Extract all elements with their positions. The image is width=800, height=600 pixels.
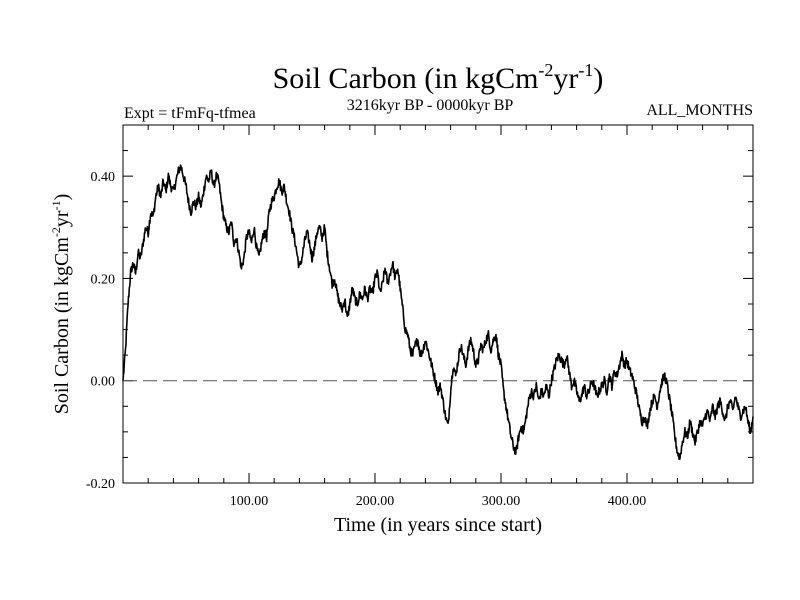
y-tick-label: -0.20	[86, 477, 115, 492]
minor-ticks	[123, 124, 753, 483]
y-axis-label-sup1: -2	[49, 227, 63, 237]
x-tick-label: 100.00	[230, 494, 269, 509]
x-tick-label: 200.00	[356, 494, 395, 509]
subtitle-experiment: Expt = tFmFq-tfmea	[124, 105, 256, 122]
x-tick-label: 400.00	[608, 494, 647, 509]
y-axis-label-main: Soil Carbon (in kgCm	[51, 237, 73, 415]
y-axis-label-mid: yr	[51, 210, 73, 227]
tick-labels: 100.00 200.00 300.00 400.00 -0.20 0.00 0.20 0.4…	[86, 170, 646, 509]
y-tick-label: 0.20	[91, 272, 116, 287]
x-tick-label: 300.00	[482, 494, 521, 509]
y-axis-label-sup2: -1	[49, 200, 63, 210]
y-tick-label: 0.40	[91, 170, 116, 185]
plot-area: 100.00 200.00 300.00 400.00 -0.20 0.00 0.20 0.4…	[86, 124, 754, 509]
chart-title-end: )	[593, 62, 603, 95]
y-axis-label: Soil Carbon (in kgCm-2yr-1)	[49, 194, 73, 415]
y-axis-label-end: )	[51, 194, 73, 201]
subtitle-months: ALL_MONTHS	[646, 102, 753, 119]
x-axis-label: Time (in years since start)	[334, 514, 542, 536]
chart-title-sup2: -1	[578, 60, 593, 80]
chart-title-main: Soil Carbon (in kgCm	[273, 62, 539, 95]
y-tick-label: 0.00	[91, 375, 116, 390]
major-ticks	[123, 125, 753, 484]
chart-title: Soil Carbon (in kgCm-2yr-1)	[273, 60, 604, 95]
chart-title-sup1: -2	[538, 60, 553, 80]
chart-title-mid: yr	[553, 62, 578, 95]
soil-carbon-series-line	[122, 164, 754, 461]
subtitle-time-range: 3216kyr BP - 0000kyr BP	[347, 97, 514, 114]
plot-frame	[122, 124, 754, 484]
